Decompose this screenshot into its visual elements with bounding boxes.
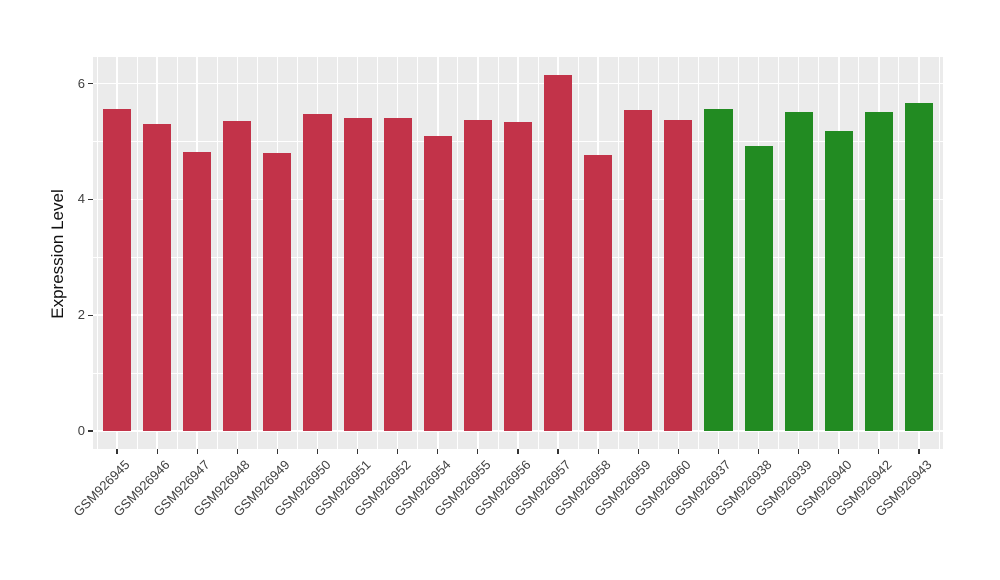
- x-tick-mark: [276, 449, 279, 454]
- minor-gridline-vertical: [136, 57, 138, 449]
- minor-gridline-vertical: [938, 57, 940, 449]
- bar-gsm926937: [704, 109, 733, 432]
- plot-panel: [93, 57, 943, 449]
- minor-gridline-vertical: [497, 57, 499, 449]
- y-tick-mark: [88, 430, 93, 432]
- minor-gridline-vertical: [898, 57, 900, 449]
- bar-gsm926940: [824, 130, 853, 432]
- minor-gridline-vertical: [818, 57, 820, 449]
- bar-gsm926946: [143, 124, 172, 432]
- x-tick-mark: [918, 449, 920, 454]
- bar-gsm926943: [904, 103, 933, 432]
- x-tick-mark: [316, 449, 319, 454]
- minor-gridline-vertical: [457, 57, 459, 449]
- bar-gsm926955: [463, 120, 492, 432]
- y-tick-label: 6: [77, 75, 85, 91]
- x-tick-mark: [236, 449, 238, 454]
- x-tick-mark: [437, 449, 439, 454]
- x-tick-mark: [637, 449, 639, 454]
- minor-gridline-vertical: [417, 57, 419, 449]
- bar-gsm926959: [624, 110, 653, 432]
- bar-gsm926939: [784, 112, 813, 432]
- x-tick-mark: [838, 449, 840, 454]
- minor-gridline-vertical: [617, 57, 619, 449]
- bar-gsm926957: [544, 74, 573, 432]
- y-tick-label: 0: [77, 423, 85, 439]
- bar-gsm926950: [303, 113, 332, 432]
- minor-gridline-vertical: [698, 57, 699, 449]
- x-tick-mark: [878, 449, 880, 454]
- x-tick-mark: [757, 449, 760, 454]
- x-tick-mark: [597, 449, 599, 454]
- minor-gridline-vertical: [216, 57, 218, 449]
- minor-gridline-vertical: [577, 57, 579, 449]
- bar-gsm926952: [383, 117, 412, 432]
- y-axis-title: Expression Level: [48, 189, 67, 319]
- bar-gsm926951: [343, 118, 372, 432]
- minor-gridline-vertical: [256, 57, 258, 449]
- minor-gridline-vertical: [537, 57, 539, 449]
- x-tick-mark: [677, 449, 679, 454]
- bar-gsm926958: [584, 155, 613, 432]
- minor-gridline-vertical: [778, 57, 779, 449]
- bar-gsm926947: [183, 151, 212, 432]
- x-tick-mark: [357, 449, 359, 454]
- minor-gridline-vertical: [297, 57, 298, 449]
- x-tick-mark: [397, 449, 399, 454]
- bar-gsm926949: [263, 152, 292, 432]
- x-tick-mark: [717, 449, 720, 454]
- minor-gridline-vertical: [858, 57, 860, 449]
- x-tick-mark: [156, 449, 158, 454]
- bar-gsm926956: [503, 121, 533, 432]
- x-tick-mark: [116, 449, 118, 454]
- minor-gridline-vertical: [657, 57, 659, 449]
- minor-gridline-vertical: [337, 57, 338, 449]
- bar-gsm926938: [744, 146, 773, 432]
- x-tick-mark: [477, 449, 479, 454]
- x-tick-mark: [557, 449, 559, 454]
- bar-gsm926948: [223, 120, 252, 432]
- x-tick-mark: [196, 449, 198, 454]
- bar-gsm926945: [103, 108, 132, 432]
- y-tick-mark: [88, 314, 93, 316]
- bar-gsm926960: [664, 120, 693, 432]
- x-tick-mark: [798, 449, 800, 454]
- bar-gsm926954: [423, 135, 452, 432]
- bar-gsm926942: [864, 112, 893, 432]
- y-tick-label: 2: [77, 307, 85, 323]
- minor-gridline-vertical: [176, 57, 178, 449]
- minor-gridline-vertical: [738, 57, 739, 449]
- y-tick-mark: [88, 83, 93, 85]
- y-tick-mark: [88, 198, 93, 201]
- minor-gridline-vertical: [96, 57, 98, 449]
- minor-gridline-vertical: [377, 57, 379, 449]
- y-tick-label: 4: [77, 191, 85, 207]
- x-tick-mark: [517, 449, 519, 454]
